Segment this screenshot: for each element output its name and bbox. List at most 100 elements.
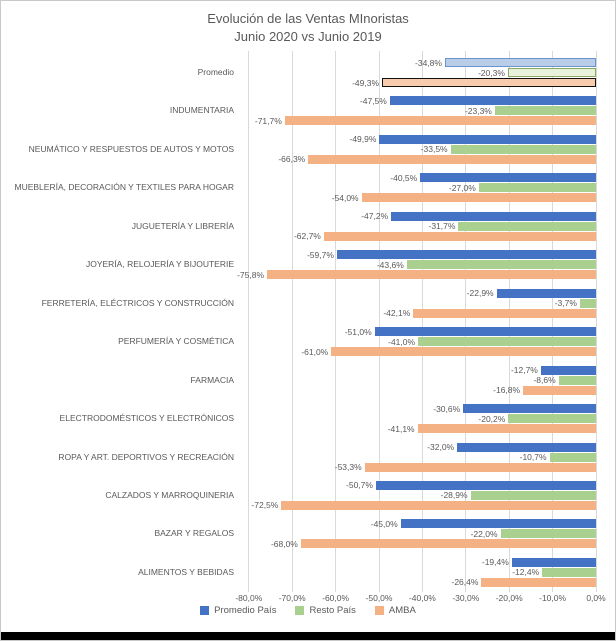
value-label-amba-perfumer-a-y-cosm-tica: -61,0% xyxy=(301,346,329,357)
value-label-promedio-pa-s-jugueter-a-y-librer-a: -47,2% xyxy=(361,211,389,222)
bar-amba-indumentaria[interactable] xyxy=(284,116,596,126)
chart-title: Evolución de las Ventas MInoristas Junio… xyxy=(1,10,615,46)
bar-amba-ropa-y-art-deportivos-y-recreaci-n[interactable] xyxy=(364,462,596,472)
bar-promedio-pa-s-indumentaria[interactable] xyxy=(389,96,596,106)
category-label-promedio: Promedio xyxy=(197,67,234,77)
legend-label-resto-pa-s: Resto País xyxy=(309,605,356,616)
legend: Promedio País Resto País AMBA xyxy=(1,605,615,616)
bar-amba-farmacia[interactable] xyxy=(523,385,596,395)
bar-resto-pa-s-ropa-y-art-deportivos-y-recreaci-n[interactable] xyxy=(549,452,596,462)
value-label-amba-calzados-y-marroquineria: -72,5% xyxy=(251,500,279,511)
x-axis-tick: -40,0% xyxy=(408,593,436,603)
bar-amba-electrodom-sticos-y-electr-nicos[interactable] xyxy=(417,424,596,434)
bar-resto-pa-s-alimentos-y-bebidas[interactable] xyxy=(542,567,596,577)
category-label-ropa-y-art-deportivos-y-recreaci-n: ROPA Y ART. DEPORTIVOS Y RECREACIÓN xyxy=(58,451,234,462)
category-label-ferreter-a-el-ctricos-y-construcci-n: FERRETERÍA, ELÉCTRICOS Y CONSTRUCCIÓN xyxy=(41,297,234,308)
value-label-amba-bazar-y-regalos: -68,0% xyxy=(270,538,298,549)
value-label-resto-pa-s-neum-tico-y-respuestos-de-autos-y-motos: -33,5% xyxy=(420,144,448,155)
bar-amba-jugueter-a-y-librer-a[interactable] xyxy=(323,231,596,241)
legend-swatch-amba xyxy=(374,606,384,615)
value-label-resto-pa-s-electrodom-sticos-y-electr-nicos: -20,2% xyxy=(478,413,506,424)
value-label-promedio-pa-s-promedio: -34,8% xyxy=(415,57,442,68)
bar-resto-pa-s-promedio[interactable] xyxy=(507,68,596,77)
gridline xyxy=(421,51,423,592)
bottom-black-strip xyxy=(1,632,615,640)
gridline xyxy=(335,51,337,592)
bar-amba-bazar-y-regalos[interactable] xyxy=(300,539,596,549)
bar-promedio-pa-s-alimentos-y-bebidas[interactable] xyxy=(511,557,596,567)
value-label-resto-pa-s-promedio: -20,3% xyxy=(477,67,505,78)
value-label-resto-pa-s-jugueter-a-y-librer-a: -31,7% xyxy=(428,221,456,232)
value-label-promedio-pa-s-calzados-y-marroquineria: -50,7% xyxy=(346,480,373,491)
bar-resto-pa-s-neum-tico-y-respuestos-de-autos-y-motos[interactable] xyxy=(450,144,596,154)
bar-amba-muebler-a-decoraci-n-y-textiles-para-hogar[interactable] xyxy=(361,193,596,203)
bar-promedio-pa-s-neum-tico-y-respuestos-de-autos-y-motos[interactable] xyxy=(379,134,596,144)
bar-resto-pa-s-indumentaria[interactable] xyxy=(494,106,596,116)
bar-promedio-pa-s-muebler-a-decoraci-n-y-textiles-para-hogar[interactable] xyxy=(420,173,596,183)
x-axis-tick: 0,0% xyxy=(586,593,606,603)
legend-item-amba[interactable]: AMBA xyxy=(374,605,416,616)
bar-promedio-pa-s-bazar-y-regalos[interactable] xyxy=(400,519,596,529)
legend-item-resto-pa-s[interactable]: Resto País xyxy=(295,605,356,616)
bar-promedio-pa-s-ropa-y-art-deportivos-y-recreaci-n[interactable] xyxy=(457,442,596,452)
bar-resto-pa-s-farmacia[interactable] xyxy=(558,375,596,385)
bar-promedio-pa-s-promedio[interactable] xyxy=(444,58,596,67)
category-label-indumentaria: INDUMENTARIA xyxy=(169,105,234,116)
bar-promedio-pa-s-jugueter-a-y-librer-a[interactable] xyxy=(391,211,596,221)
bar-resto-pa-s-electrodom-sticos-y-electr-nicos[interactable] xyxy=(508,414,596,424)
bar-resto-pa-s-calzados-y-marroquineria[interactable] xyxy=(470,490,596,500)
gridline xyxy=(552,51,554,592)
bar-resto-pa-s-muebler-a-decoraci-n-y-textiles-para-hogar[interactable] xyxy=(478,183,596,193)
bar-promedio-pa-s-perfumer-a-y-cosm-tica[interactable] xyxy=(374,327,596,337)
bar-resto-pa-s-ferreter-a-el-ctricos-y-construcci-n[interactable] xyxy=(579,298,596,308)
value-label-promedio-pa-s-ferreter-a-el-ctricos-y-construcci-n: -22,9% xyxy=(466,288,494,299)
category-label-jugueter-a-y-librer-a: JUGUETERÍA Y LIBRERÍA xyxy=(131,220,234,231)
x-axis-tick: -60,0% xyxy=(322,593,350,603)
bar-amba-neum-tico-y-respuestos-de-autos-y-motos[interactable] xyxy=(308,154,596,164)
value-label-amba-joyer-a-relojer-a-y-bijouterie: -75,8% xyxy=(237,269,265,280)
bar-promedio-pa-s-joyer-a-relojer-a-y-bijouterie[interactable] xyxy=(336,250,596,260)
bar-resto-pa-s-joyer-a-relojer-a-y-bijouterie[interactable] xyxy=(406,260,596,270)
value-label-amba-neum-tico-y-respuestos-de-autos-y-motos: -66,3% xyxy=(278,154,306,165)
bar-amba-ferreter-a-el-ctricos-y-construcci-n[interactable] xyxy=(413,308,596,318)
value-label-promedio-pa-s-joyer-a-relojer-a-y-bijouterie: -59,7% xyxy=(306,249,334,260)
value-label-amba-farmacia: -16,8% xyxy=(493,385,521,396)
value-label-resto-pa-s-bazar-y-regalos: -22,0% xyxy=(470,528,498,539)
bar-promedio-pa-s-calzados-y-marroquineria[interactable] xyxy=(375,480,596,490)
value-label-promedio-pa-s-neum-tico-y-respuestos-de-autos-y-motos: -49,9% xyxy=(349,134,377,145)
x-axis-tick: -10,0% xyxy=(539,593,567,603)
value-label-amba-alimentos-y-bebidas: -26,4% xyxy=(451,577,479,588)
category-label-alimentos-y-bebidas: ALIMENTOS Y BEBIDAS xyxy=(138,566,234,577)
x-axis-tick: -80,0% xyxy=(235,593,263,603)
bar-amba-promedio[interactable] xyxy=(382,78,596,87)
bar-resto-pa-s-bazar-y-regalos[interactable] xyxy=(500,529,596,539)
bar-promedio-pa-s-farmacia[interactable] xyxy=(540,365,596,375)
bar-amba-joyer-a-relojer-a-y-bijouterie[interactable] xyxy=(267,270,596,280)
value-label-amba-ferreter-a-el-ctricos-y-construcci-n: -42,1% xyxy=(383,308,411,319)
value-label-resto-pa-s-indumentaria: -23,3% xyxy=(464,105,492,116)
value-label-promedio-pa-s-bazar-y-regalos: -45,0% xyxy=(370,518,398,529)
bar-amba-perfumer-a-y-cosm-tica[interactable] xyxy=(331,347,596,357)
gridline xyxy=(465,51,467,592)
category-label-joyer-a-relojer-a-y-bijouterie: JOYERÍA, RELOJERÍA Y BIJOUTERIE xyxy=(85,259,234,270)
value-label-promedio-pa-s-ropa-y-art-deportivos-y-recreaci-n: -32,0% xyxy=(427,442,455,452)
category-label-perfumer-a-y-cosm-tica: PERFUMERÍA Y COSMÉTICA xyxy=(118,336,234,347)
bar-resto-pa-s-jugueter-a-y-librer-a[interactable] xyxy=(458,221,596,231)
chart-title-line2: Junio 2020 vs Junio 2019 xyxy=(234,29,382,44)
category-label-neum-tico-y-respuestos-de-autos-y-motos: NEUMÁTICO Y RESPUESTOS DE AUTOS Y MOTOS xyxy=(28,143,234,154)
bar-resto-pa-s-perfumer-a-y-cosm-tica[interactable] xyxy=(418,337,596,347)
legend-item-promedio-pa-s[interactable]: Promedio País xyxy=(200,605,276,616)
bar-amba-alimentos-y-bebidas[interactable] xyxy=(481,577,596,587)
category-label-muebler-a-decoraci-n-y-textiles-para-hogar: MUEBLERÍA, DECORACIÓN Y TEXTILES PARA HO… xyxy=(14,182,235,193)
bar-amba-calzados-y-marroquineria[interactable] xyxy=(281,500,596,510)
value-label-promedio-pa-s-farmacia: -12,7% xyxy=(510,365,538,376)
x-axis-tick: -50,0% xyxy=(365,593,393,603)
value-label-amba-muebler-a-decoraci-n-y-textiles-para-hogar: -54,0% xyxy=(331,192,359,203)
category-label-bazar-y-regalos: BAZAR Y REGALOS xyxy=(154,528,234,539)
value-label-resto-pa-s-ferreter-a-el-ctricos-y-construcci-n: -3,7% xyxy=(554,298,577,309)
bar-promedio-pa-s-electrodom-sticos-y-electr-nicos[interactable] xyxy=(463,404,596,414)
gridline xyxy=(508,51,510,592)
bar-promedio-pa-s-ferreter-a-el-ctricos-y-construcci-n[interactable] xyxy=(496,288,596,298)
category-label-calzados-y-marroquineria: CALZADOS Y MARROQUINERIA xyxy=(105,489,234,500)
